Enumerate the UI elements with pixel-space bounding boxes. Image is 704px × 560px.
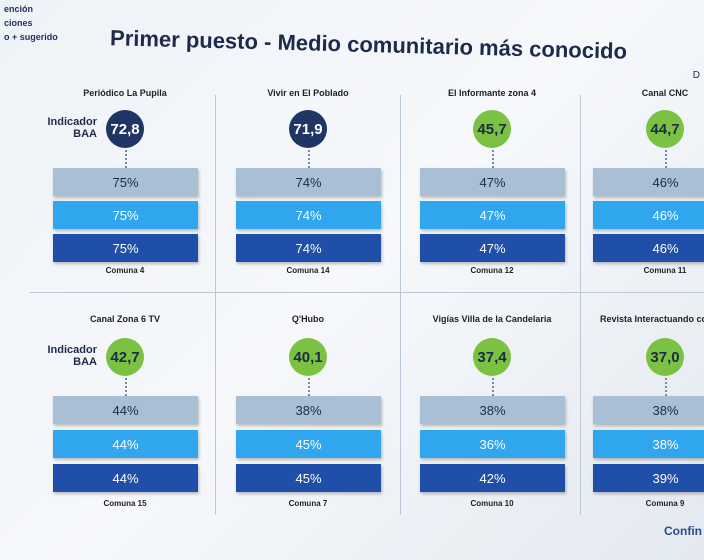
card-name: Vivir en El Poblado — [267, 88, 349, 98]
slide-title: Primer puesto - Medio comunitario más co… — [109, 25, 628, 64]
card-name: Revista Interactuando con la 9 — [599, 314, 704, 324]
side-label: o + sugerido — [4, 32, 58, 42]
indicator-circle: 37,0 — [646, 338, 684, 376]
card-name: Q'Hubo — [291, 314, 325, 324]
comuna-label: Comuna 7 — [288, 499, 328, 508]
percent-bar: 38% — [593, 396, 704, 424]
percent-bar: 74% — [236, 234, 381, 262]
percent-bar: 75% — [53, 234, 198, 262]
connector — [665, 150, 667, 168]
connector — [665, 378, 667, 396]
connector — [125, 378, 127, 396]
card-name: El Informante zona 4 — [447, 88, 536, 98]
card-name: Periódico La Pupila — [83, 88, 167, 98]
percent-bar: 75% — [53, 201, 198, 229]
comuna-label: Comuna 9 — [645, 499, 685, 508]
separator — [30, 292, 704, 293]
separator — [580, 95, 581, 515]
footer-logo: Confin — [664, 524, 702, 538]
percent-bar: 45% — [236, 464, 381, 492]
connector — [492, 378, 494, 396]
separator — [400, 95, 401, 515]
percent-bar: 44% — [53, 464, 198, 492]
percent-bar: 75% — [53, 168, 198, 196]
connector — [308, 150, 310, 168]
comuna-label: Comuna 15 — [103, 499, 147, 508]
percent-bar: 74% — [236, 201, 381, 229]
corner-text: D — [692, 70, 700, 81]
comuna-label: Comuna 12 — [470, 266, 514, 275]
comuna-label: Comuna 14 — [286, 266, 330, 275]
percent-bar: 42% — [420, 464, 565, 492]
percent-bar: 46% — [593, 234, 704, 262]
side-label: ención — [4, 4, 34, 14]
percent-bar: 46% — [593, 201, 704, 229]
indicator-circle: 71,9 — [289, 110, 327, 148]
side-label: ciones — [4, 18, 33, 28]
indicator-label: Indicador BAA — [47, 344, 97, 368]
indicator-circle: 37,4 — [473, 338, 511, 376]
card-name: Canal Zona 6 TV — [89, 314, 160, 324]
percent-bar: 38% — [593, 430, 704, 458]
indicator-circle: 44,7 — [646, 110, 684, 148]
indicator-circle: 72,8 — [106, 110, 144, 148]
comuna-label: Comuna 4 — [105, 266, 145, 275]
card-name: Canal CNC — [641, 88, 689, 98]
percent-bar: 47% — [420, 168, 565, 196]
comuna-label: Comuna 11 — [643, 266, 687, 275]
card-name: Vigías Villa de la Candelaria — [432, 314, 552, 324]
percent-bar: 74% — [236, 168, 381, 196]
percent-bar: 39% — [593, 464, 704, 492]
percent-bar: 36% — [420, 430, 565, 458]
indicator-circle: 40,1 — [289, 338, 327, 376]
connector — [492, 150, 494, 168]
indicator-circle: 42,7 — [106, 338, 144, 376]
percent-bar: 38% — [420, 396, 565, 424]
percent-bar: 38% — [236, 396, 381, 424]
percent-bar: 44% — [53, 430, 198, 458]
indicator-circle: 45,7 — [473, 110, 511, 148]
separator — [215, 95, 216, 515]
percent-bar: 47% — [420, 201, 565, 229]
comuna-label: Comuna 10 — [470, 499, 514, 508]
indicator-label: Indicador BAA — [47, 116, 97, 140]
percent-bar: 47% — [420, 234, 565, 262]
connector — [308, 378, 310, 396]
percent-bar: 44% — [53, 396, 198, 424]
percent-bar: 46% — [593, 168, 704, 196]
connector — [125, 150, 127, 168]
percent-bar: 45% — [236, 430, 381, 458]
